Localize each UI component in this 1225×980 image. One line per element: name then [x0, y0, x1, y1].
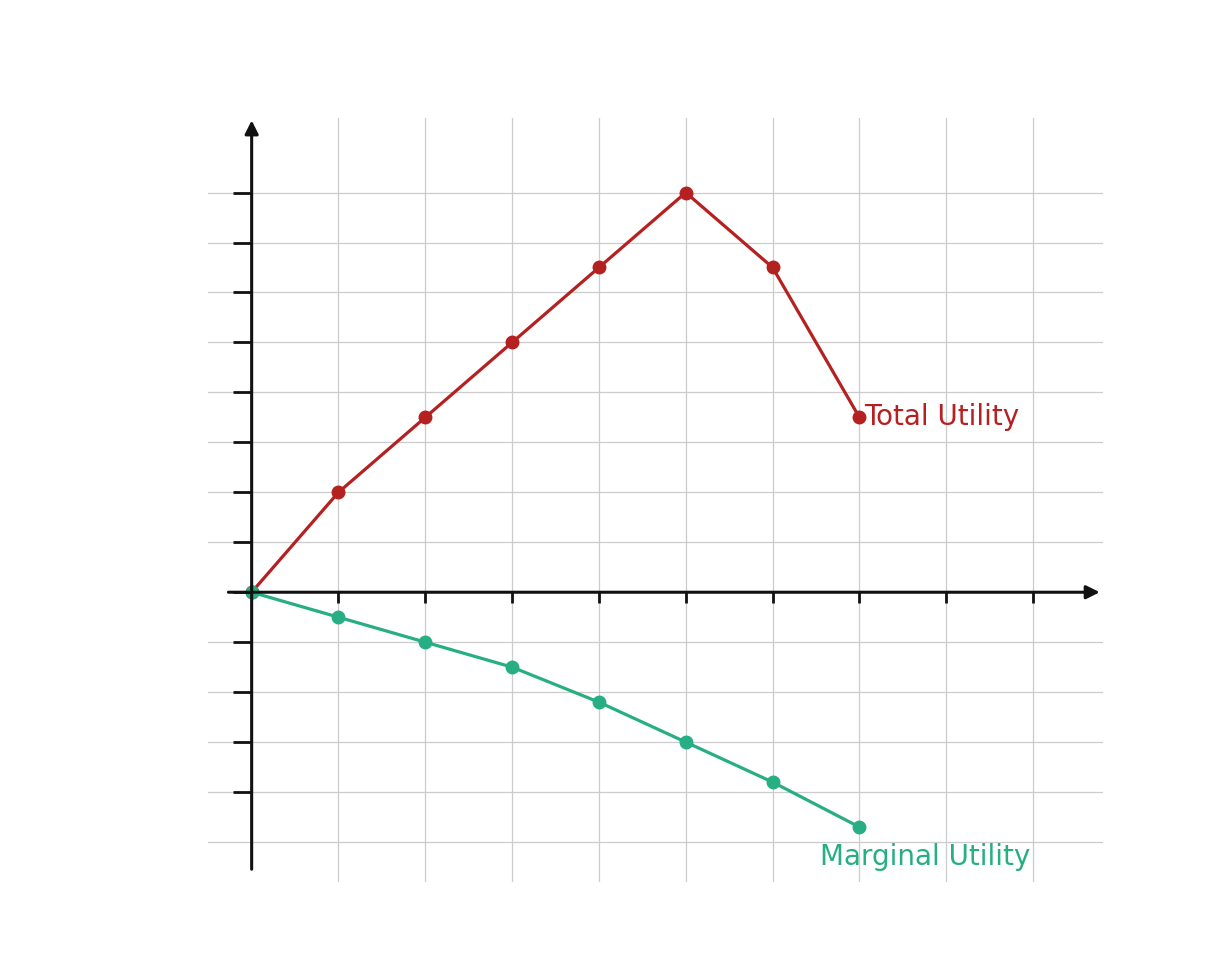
Text: Marginal Utility: Marginal Utility	[821, 843, 1030, 871]
Text: Total Utility: Total Utility	[864, 404, 1019, 431]
